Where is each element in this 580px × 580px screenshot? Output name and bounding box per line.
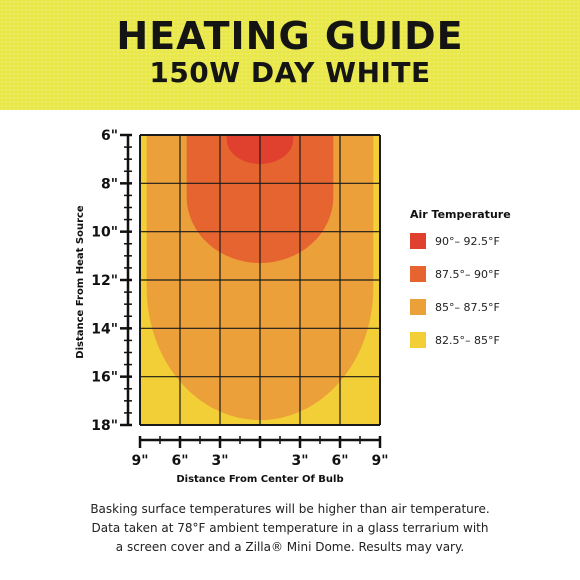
x-tick-label: 9" bbox=[371, 453, 388, 469]
y-tick-label: 10" bbox=[91, 225, 118, 241]
axes bbox=[120, 133, 382, 448]
y-tick-label: 16" bbox=[91, 370, 118, 386]
title-banner bbox=[0, 0, 580, 110]
footer-line-2: Data taken at 78°F ambient temperature i… bbox=[91, 521, 489, 535]
legend-label: 90°– 92.5°F bbox=[435, 235, 500, 248]
legend: Air Temperature 90°– 92.5°F 87.5°– 90°F 85… bbox=[410, 208, 511, 348]
legend-label: 85°– 87.5°F bbox=[435, 301, 500, 314]
legend-swatch bbox=[410, 266, 426, 282]
legend-title: Air Temperature bbox=[410, 208, 511, 221]
legend-label: 82.5°– 85°F bbox=[435, 334, 500, 347]
y-axis-label: Distance From Heat Source bbox=[75, 205, 86, 359]
y-tick-labels: 6" 8" 10" 12" 14" 16" 18" bbox=[91, 128, 118, 434]
y-tick-label: 18" bbox=[91, 418, 118, 434]
footer-note: Basking surface temperatures will be hig… bbox=[0, 500, 580, 557]
x-tick-label: 6" bbox=[171, 453, 188, 469]
page-subtitle: 150W DAY WHITE bbox=[149, 56, 431, 89]
legend-swatch bbox=[410, 233, 426, 249]
heating-chart: 6" 8" 10" 12" 14" 16" 18" 9" 6" 3" 3" 6" 9" Distanc… bbox=[75, 128, 511, 485]
y-tick-label: 12" bbox=[91, 273, 118, 289]
x-tick-label: 9" bbox=[131, 453, 148, 469]
y-tick-label: 6" bbox=[101, 128, 118, 144]
y-tick-label: 14" bbox=[91, 321, 118, 337]
legend-swatch bbox=[410, 299, 426, 315]
page-title: HEATING GUIDE bbox=[116, 14, 464, 58]
footer-line-1: Basking surface temperatures will be hig… bbox=[90, 502, 490, 516]
legend-swatch bbox=[410, 332, 426, 348]
x-tick-label: 6" bbox=[331, 453, 348, 469]
legend-label: 87.5°– 90°F bbox=[435, 268, 500, 281]
footer-line-3: a screen cover and a Zilla® Mini Dome. R… bbox=[115, 540, 465, 554]
x-tick-label: 3" bbox=[211, 453, 228, 469]
x-tick-label: 3" bbox=[291, 453, 308, 469]
y-tick-label: 8" bbox=[101, 176, 118, 192]
grid-lines bbox=[139, 134, 381, 426]
x-axis-label: Distance From Center Of Bulb bbox=[176, 474, 343, 485]
x-tick-labels: 9" 6" 3" 3" 6" 9" bbox=[131, 453, 388, 469]
